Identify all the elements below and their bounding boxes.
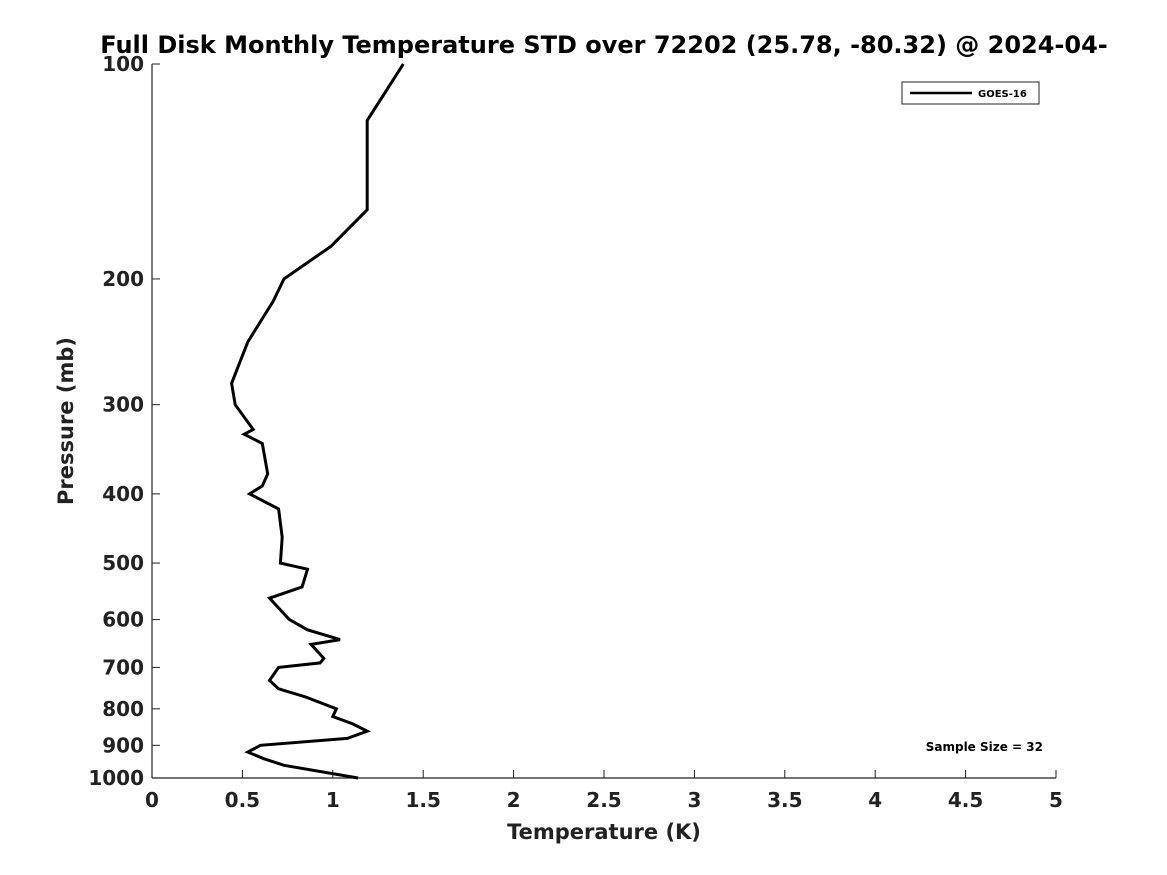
x-tick-label: 0.5 (225, 788, 260, 812)
y-tick-label: 100 (102, 52, 144, 76)
y-tick-label: 900 (102, 733, 144, 757)
y-tick-label: 200 (102, 267, 144, 291)
x-tick-label: 4.5 (948, 788, 983, 812)
x-ticks: 0 0.5 1 1.5 2 2.5 3 3.5 4 4.5 5 (145, 770, 1063, 812)
x-tick-label: 0 (145, 788, 159, 812)
y-tick-label: 300 (102, 393, 144, 417)
series-line-goes-16 (230, 63, 405, 780)
legend: GOES-16 (901, 81, 1040, 105)
y-tick-label: 700 (102, 655, 144, 679)
legend-label-goes-16: GOES-16 (978, 89, 1027, 100)
x-axis-label: Temperature (K) (507, 820, 701, 844)
x-tick-label: 2.5 (586, 788, 621, 812)
series-layer (230, 63, 405, 780)
chart-title: Full Disk Monthly Temperature STD over 7… (100, 31, 1107, 59)
y-axis-label: Pressure (mb) (54, 337, 78, 505)
y-ticks: 100 200 300 400 500 600 700 800 900 1000 (88, 52, 160, 790)
y-tick-label: 800 (102, 697, 144, 721)
x-tick-label: 1.5 (405, 788, 440, 812)
x-tick-label: 1 (326, 788, 340, 812)
sample-size-annotation: Sample Size = 32 (926, 740, 1043, 754)
x-tick-label: 5 (1049, 788, 1063, 812)
x-tick-label: 3.5 (767, 788, 802, 812)
y-tick-label: 600 (102, 608, 144, 632)
y-tick-label: 500 (102, 551, 144, 575)
x-tick-label: 3 (687, 788, 701, 812)
x-tick-label: 2 (507, 788, 521, 812)
y-tick-label: 1000 (88, 766, 144, 790)
y-tick-label: 400 (102, 482, 144, 506)
x-tick-label: 4 (868, 788, 882, 812)
